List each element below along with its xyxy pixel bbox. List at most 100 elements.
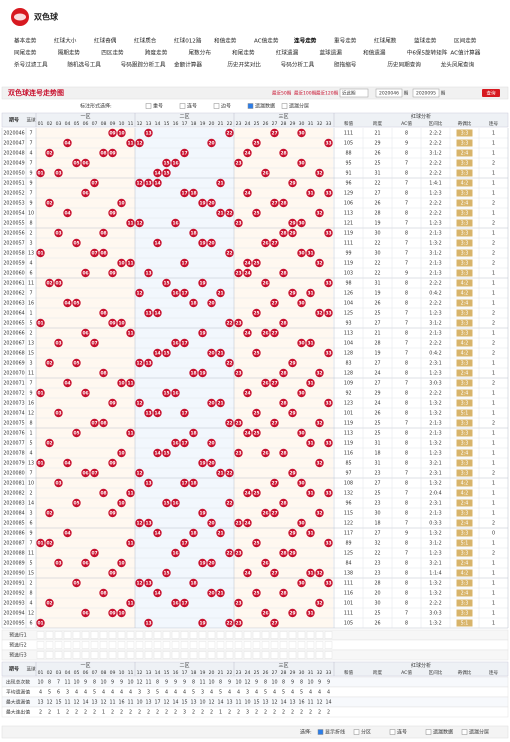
preselect-cell[interactable] [261,651,270,659]
preselect-cell[interactable] [99,631,108,639]
preselect-cell[interactable] [270,641,279,649]
preselect-cell[interactable] [279,641,288,649]
preselect-cell[interactable] [207,641,216,649]
preselect-cell[interactable] [234,641,243,649]
checkbox-label[interactable]: 遗漏分层 [289,103,309,110]
preselect-cell[interactable] [216,631,225,639]
preselect-cell[interactable] [225,651,234,659]
checkbox-label[interactable]: 分区 [361,729,371,736]
preselect-cell[interactable] [207,651,216,659]
preselect-cell[interactable] [108,641,117,649]
preselect-cell[interactable] [36,651,45,659]
preselect-cell[interactable] [261,631,270,639]
query-text[interactable]: 查询 [487,90,496,97]
nav-link[interactable]: 杀号过滤工具 [14,61,48,69]
preselect-cell[interactable] [144,641,153,649]
preselect-cell[interactable] [252,631,261,639]
preselect-cell[interactable] [108,651,117,659]
nav-link[interactable]: 和值遗漏 [363,49,386,57]
nav-link[interactable]: AC值计算器 [450,49,480,57]
checkbox[interactable] [281,103,288,109]
preselect-cell[interactable] [54,631,63,639]
preselect-cell[interactable] [126,651,135,659]
preselect-cell[interactable] [198,631,207,639]
nav-link[interactable]: 和值走势 [214,37,237,45]
from-input[interactable] [375,88,403,98]
nav-link[interactable]: 和尾走势 [232,49,255,57]
preselect-cell[interactable] [153,631,162,639]
from-value[interactable]: 2020046 [379,91,399,97]
range-link[interactable]: 最近120期 [316,90,339,97]
nav-link[interactable]: 龙头凤尾查询 [441,61,475,69]
nav-link[interactable]: 同尾走势 [14,49,37,57]
preselect-cell[interactable] [306,641,315,649]
preselect-cell[interactable] [117,641,126,649]
preselect-cell[interactable] [243,641,252,649]
nav-link[interactable]: 历史同期查询 [387,61,421,69]
to-value[interactable]: 2020095 [416,91,436,97]
preselect-cell[interactable] [225,631,234,639]
nav-link[interactable]: 连号走势 [294,37,317,45]
preselect-cell[interactable] [117,651,126,659]
preselect-cell[interactable] [72,651,81,659]
preselect-cell[interactable] [270,631,279,639]
preselect-cell[interactable] [198,641,207,649]
nav-link[interactable]: 四区走势 [101,49,124,57]
preselect-cell[interactable] [72,631,81,639]
preselect-cell[interactable] [45,631,54,639]
nav-link[interactable]: 区间走势 [454,37,477,45]
preselect-cell[interactable] [288,651,297,659]
checkbox-label[interactable]: 显示折线 [325,729,345,736]
preselect-cell[interactable] [306,651,315,659]
nav-link[interactable]: 胆拖缩号 [334,61,357,69]
nav-link[interactable]: 历史开奖对比 [227,61,261,69]
preselect-cell[interactable] [90,641,99,649]
nav-link[interactable]: 号码跟踪分析工具 [121,61,166,69]
preselect-cell[interactable] [207,631,216,639]
preselect-cell[interactable] [36,631,45,639]
preselect-cell[interactable] [90,631,99,639]
preselect-cell[interactable] [45,651,54,659]
preselect-cell[interactable] [153,651,162,659]
checkbox[interactable] [317,729,324,735]
preselect-cell[interactable] [324,631,333,639]
checkbox[interactable] [425,729,432,735]
preselect-cell[interactable] [135,631,144,639]
checkbox[interactable] [213,103,220,109]
preselect-cell[interactable] [36,641,45,649]
preselect-cell[interactable] [135,641,144,649]
preselect-cell[interactable] [108,631,117,639]
preselect-cell[interactable] [99,641,108,649]
checkbox[interactable] [145,103,152,109]
checkbox-label[interactable]: 遗漏分层 [469,729,489,736]
nav-link[interactable]: 红球质合 [134,37,157,45]
preselect-cell[interactable] [72,641,81,649]
period-select-text[interactable]: 近此期 [342,90,356,97]
preselect-cell[interactable] [171,631,180,639]
checkbox-label[interactable]: 边号 [221,103,231,110]
checkbox[interactable] [389,729,396,735]
preselect-cell[interactable] [81,641,90,649]
preselect-cell[interactable] [270,651,279,659]
nav-link[interactable]: 尾数分布 [189,49,212,57]
preselect-cell[interactable] [225,641,234,649]
nav-link[interactable]: 红球012路 [174,37,202,45]
preselect-cell[interactable] [261,641,270,649]
preselect-cell[interactable] [297,641,306,649]
preselect-cell[interactable] [117,631,126,639]
preselect-cell[interactable] [189,651,198,659]
preselect-cell[interactable] [54,651,63,659]
nav-link[interactable]: 随机选号工具 [67,61,101,69]
range-link[interactable]: 最近100期 [294,90,317,97]
preselect-cell[interactable] [162,631,171,639]
to-input[interactable] [412,88,440,98]
checkbox[interactable] [247,103,254,109]
preselect-cell[interactable] [297,651,306,659]
preselect-cell[interactable] [189,631,198,639]
preselect-cell[interactable] [288,641,297,649]
preselect-cell[interactable] [126,641,135,649]
preselect-cell[interactable] [63,641,72,649]
preselect-cell[interactable] [81,651,90,659]
checkbox[interactable] [353,729,360,735]
preselect-cell[interactable] [315,641,324,649]
